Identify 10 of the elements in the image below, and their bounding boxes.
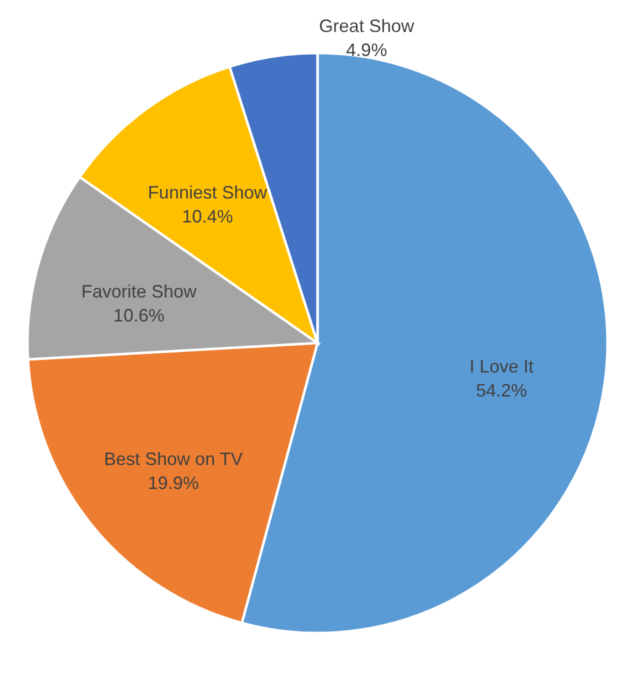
data-label: 4.9% bbox=[346, 40, 388, 60]
slice-label: Favorite Show bbox=[81, 281, 198, 302]
data-label: 10.4% bbox=[182, 206, 233, 227]
slice-label: I Love It bbox=[469, 356, 534, 376]
data-label: 54.2% bbox=[476, 380, 528, 400]
data-label: 10.6% bbox=[113, 305, 164, 326]
slice-label: Best Show on TV bbox=[104, 448, 243, 469]
slice-label: Great Show bbox=[319, 16, 416, 36]
data-label: 19.9% bbox=[148, 472, 199, 493]
slice-label: Funniest Show bbox=[148, 182, 268, 203]
